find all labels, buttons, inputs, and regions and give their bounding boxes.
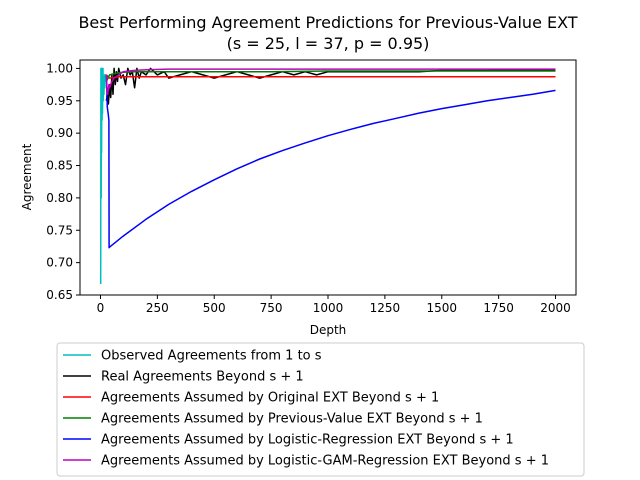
x-tick-label-2: 500 bbox=[203, 301, 226, 315]
legend-label-2: Agreements Assumed by Original EXT Beyon… bbox=[101, 391, 439, 406]
legend: Observed Agreements from 1 to s Real Agre… bbox=[56, 342, 585, 477]
series-line-5 bbox=[105, 68, 556, 96]
plot-frame bbox=[79, 59, 577, 296]
legend-label-0: Observed Agreements from 1 to s bbox=[101, 349, 322, 364]
y-tick-label-0: 0.65 bbox=[46, 288, 73, 302]
series-line-2 bbox=[105, 74, 556, 79]
x-axis-label: Depth bbox=[310, 323, 347, 337]
x-tick-label-6: 1500 bbox=[426, 301, 457, 315]
series-line-0 bbox=[99, 67, 107, 285]
series-line-3 bbox=[105, 70, 556, 82]
x-tick-label-1: 250 bbox=[146, 301, 169, 315]
legend-label-5: Agreements Assumed by Logistic-GAM-Regre… bbox=[101, 454, 549, 469]
x-tick-label-3: 750 bbox=[260, 301, 283, 315]
chart-subtitle: (s = 25, l = 37, p = 0.95) bbox=[227, 34, 430, 53]
legend-label-1: Real Agreements Beyond s + 1 bbox=[101, 370, 304, 385]
y-tick-label-5: 0.90 bbox=[46, 126, 73, 140]
y-tick-label-6: 0.95 bbox=[46, 94, 73, 108]
y-tick-label-4: 0.85 bbox=[46, 159, 73, 173]
x-axis-ticks: 0 250 500 750 1000 1250 1500 1750 2000 bbox=[97, 295, 571, 315]
y-tick-label-2: 0.75 bbox=[46, 223, 73, 237]
x-tick-label-0: 0 bbox=[97, 301, 105, 315]
y-tick-label-3: 0.80 bbox=[46, 191, 73, 205]
legend-box bbox=[56, 342, 585, 477]
x-tick-label-5: 1250 bbox=[370, 301, 401, 315]
y-tick-label-1: 0.70 bbox=[46, 256, 73, 270]
x-tick-label-4: 1000 bbox=[313, 301, 344, 315]
x-tick-label-8: 2000 bbox=[540, 301, 571, 315]
x-tick-label-7: 1750 bbox=[483, 301, 514, 315]
legend-label-4: Agreements Assumed by Logistic-Regressio… bbox=[101, 433, 514, 448]
y-axis-label: Agreement bbox=[20, 143, 34, 210]
series-line-4 bbox=[105, 74, 556, 249]
legend-label-3: Agreements Assumed by Previous-Value EXT… bbox=[101, 412, 483, 427]
chart-title: Best Performing Agreement Predictions fo… bbox=[78, 13, 577, 32]
series-line-1 bbox=[105, 67, 556, 105]
y-tick-label-7: 1.00 bbox=[46, 61, 73, 75]
y-axis-ticks: 0.65 0.70 0.75 0.80 0.85 0.90 0.95 1.00 bbox=[46, 61, 80, 302]
plot-lines bbox=[99, 67, 556, 285]
